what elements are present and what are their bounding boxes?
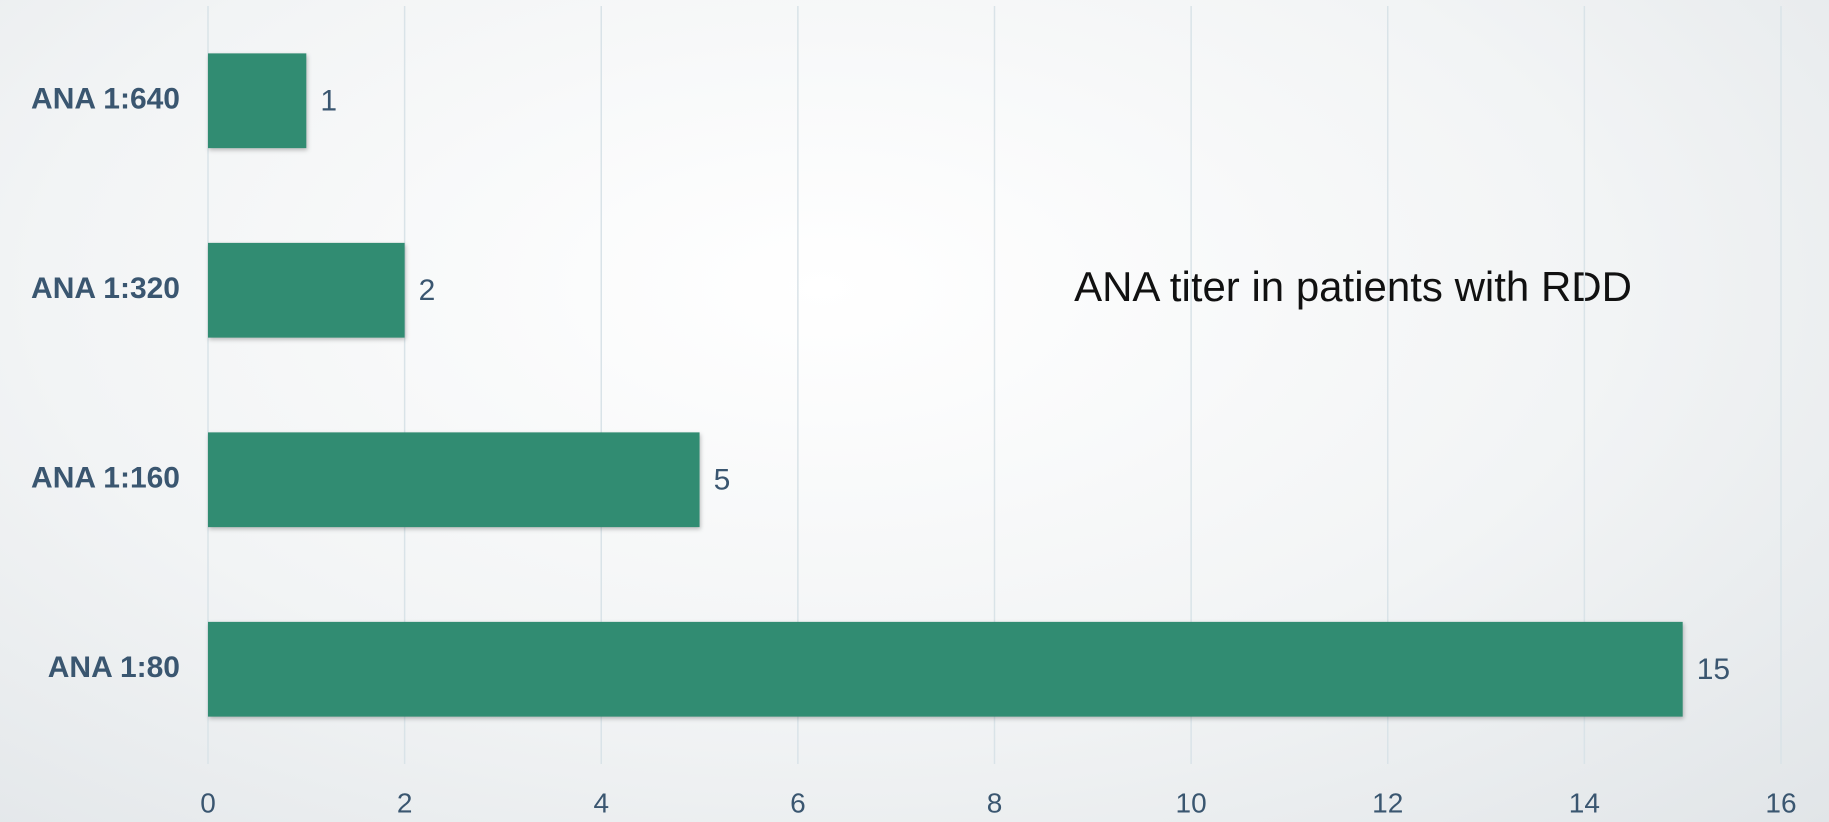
x-tick-label: 4 [593,787,609,818]
x-tick-label: 14 [1569,787,1600,818]
value-label: 1 [320,85,337,118]
bar [208,432,700,528]
y-tick-label: ANA 1:80 [48,651,180,684]
chart-title: ANA titer in patients with RDD [1074,263,1632,310]
x-tick-label: 8 [987,787,1003,818]
x-tick-label: 12 [1372,787,1403,818]
y-tick-label: ANA 1:160 [31,462,180,495]
value-label: 5 [714,464,731,497]
x-tick-label: 2 [397,787,413,818]
value-label: 2 [419,274,436,307]
y-tick-label: ANA 1:320 [31,272,180,305]
x-tick-label: 6 [790,787,806,818]
bar [208,621,1683,717]
x-tick-label: 16 [1765,787,1796,818]
x-tick-label: 10 [1176,787,1207,818]
x-tick-label: 0 [200,787,216,818]
bar [208,242,405,338]
bar [208,53,307,149]
value-label: 15 [1697,653,1730,686]
y-tick-label: ANA 1:640 [31,83,180,116]
